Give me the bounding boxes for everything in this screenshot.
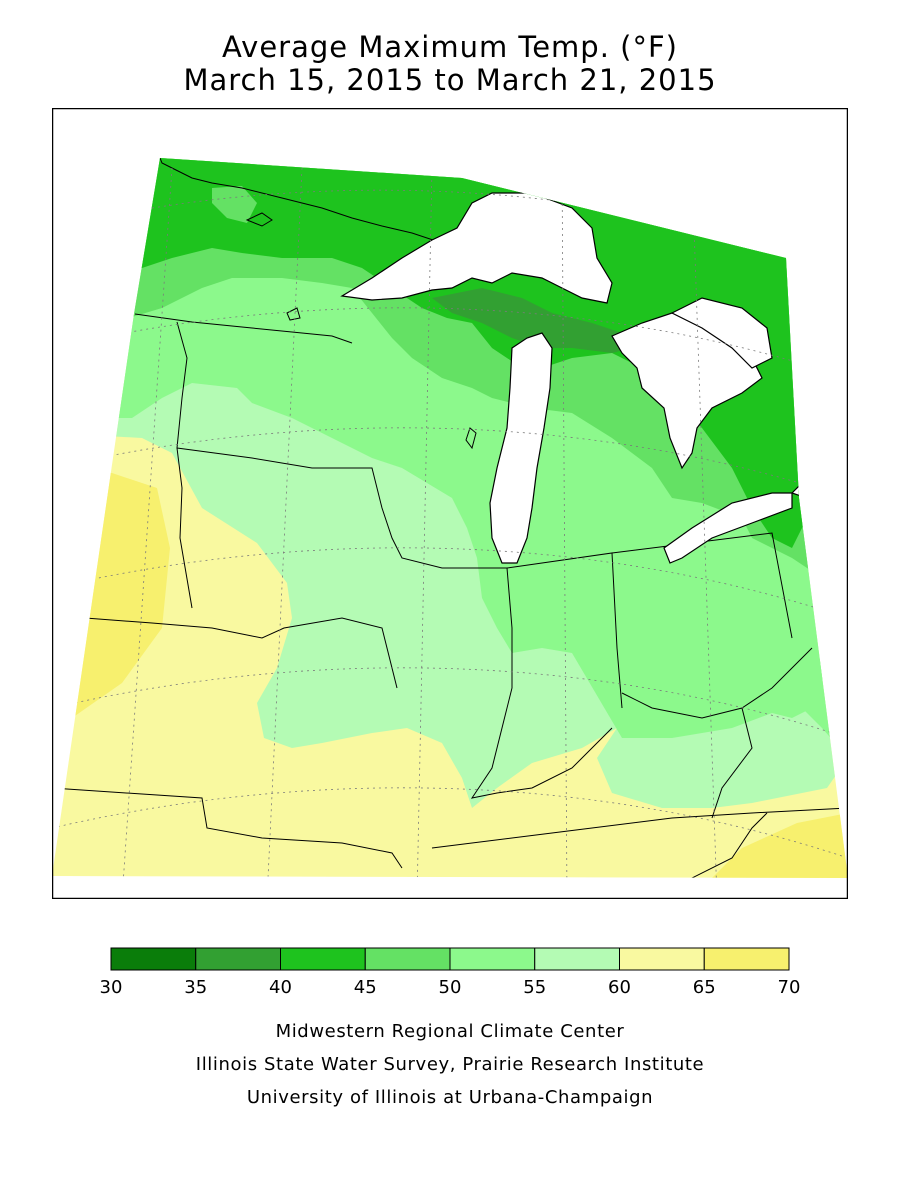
legend-tick-label: 35 bbox=[184, 977, 207, 998]
legend-swatch bbox=[534, 947, 620, 971]
legend-swatch bbox=[703, 947, 790, 971]
legend-tick-label: 55 bbox=[523, 977, 546, 998]
map-title: Average Maximum Temp. (°F) bbox=[222, 30, 678, 64]
credit-line-3: University of Illinois at Urbana-Champai… bbox=[246, 1087, 654, 1108]
legend-tick-label: 50 bbox=[439, 977, 462, 998]
credit-line-2: Illinois State Water Survey, Prairie Res… bbox=[195, 1054, 705, 1075]
lake-ontario bbox=[790, 467, 848, 504]
graticule bbox=[52, 167, 848, 878]
islands bbox=[245, 212, 477, 450]
legend-tick-label: 40 bbox=[269, 977, 292, 998]
zone-35-40 bbox=[432, 288, 632, 353]
lake-michigan bbox=[489, 332, 553, 564]
legend-swatch bbox=[449, 947, 536, 971]
legend-swatch bbox=[280, 947, 366, 971]
legend-swatch bbox=[364, 947, 451, 971]
legend-swatches bbox=[110, 947, 790, 971]
map-frame bbox=[52, 108, 848, 899]
map-date-range: March 15, 2015 to March 21, 2015 bbox=[183, 63, 717, 97]
georgian-bay bbox=[670, 297, 773, 369]
legend-tick-label: 60 bbox=[608, 977, 631, 998]
zone-45-50-north-patch bbox=[212, 186, 257, 223]
legend-swatch bbox=[110, 947, 197, 971]
zone-65-70-southeast bbox=[692, 813, 848, 878]
lake-erie bbox=[663, 492, 793, 564]
legend-swatch bbox=[195, 947, 281, 971]
legend-tick-label: 30 bbox=[100, 977, 123, 998]
credit-line-1: Midwestern Regional Climate Center bbox=[275, 1021, 625, 1042]
temperature-map bbox=[52, 108, 848, 899]
state-borders bbox=[52, 158, 848, 878]
legend-tick-label: 70 bbox=[778, 977, 801, 998]
legend-tick-label: 45 bbox=[354, 977, 377, 998]
temperature-contours bbox=[52, 158, 848, 878]
lake-superior bbox=[340, 192, 613, 304]
color-legend: 30 35 40 45 50 55 60 65 70 bbox=[100, 947, 801, 998]
legend-swatch bbox=[619, 947, 705, 971]
legend-tick-label: 65 bbox=[693, 977, 716, 998]
legend-tick-labels: 30 35 40 45 50 55 60 65 70 bbox=[100, 977, 801, 998]
